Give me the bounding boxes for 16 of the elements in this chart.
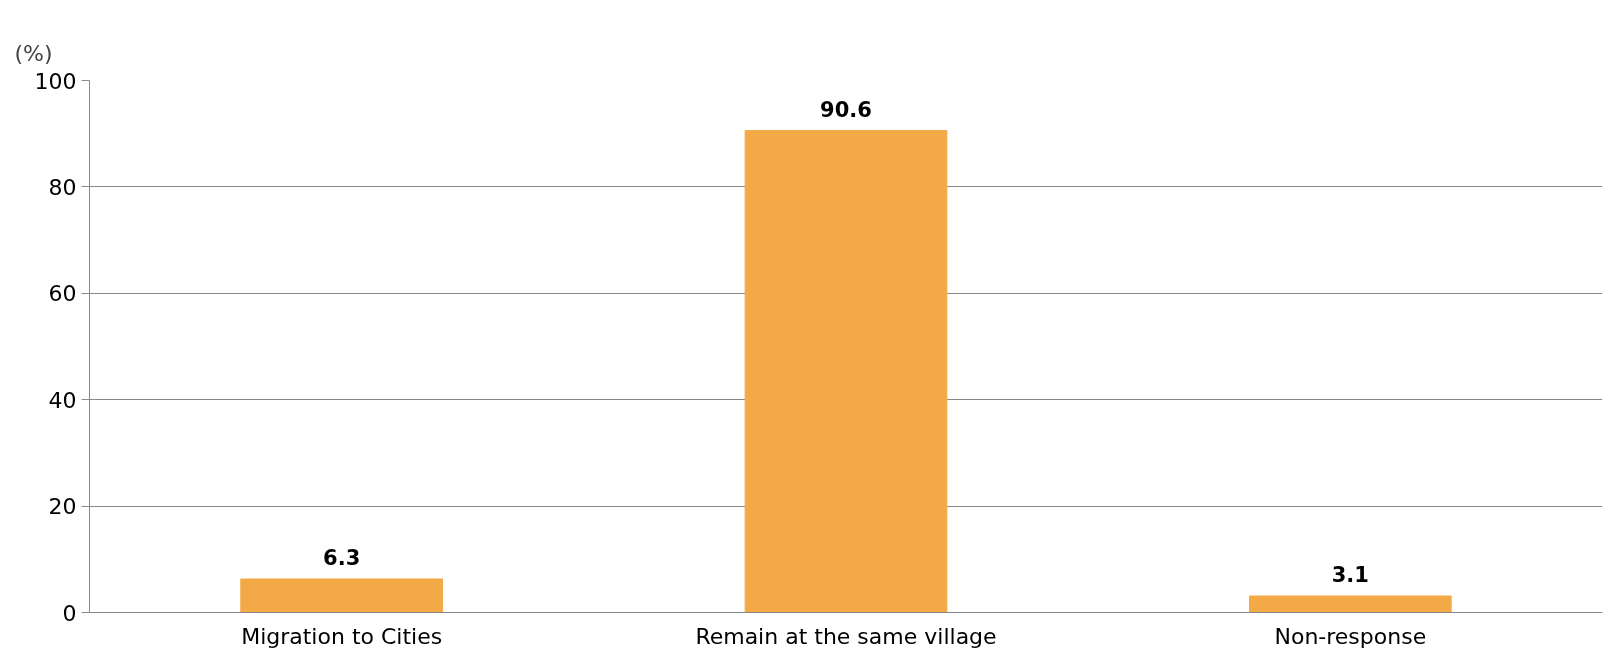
y-tick-label: 60 <box>48 281 77 307</box>
y-tick-label: 0 <box>62 600 77 626</box>
bar <box>744 130 948 613</box>
y-tick-label: 40 <box>48 387 77 413</box>
y-tick-label: 100 <box>34 68 77 94</box>
x-tick-label: Remain at the same village <box>695 623 997 649</box>
bar <box>1248 595 1452 613</box>
y-axis-title: (%) <box>14 40 53 66</box>
data-label: 3.1 <box>1331 563 1369 588</box>
y-tick-label: 80 <box>48 174 77 200</box>
data-label: 6.3 <box>323 545 361 570</box>
data-label: 90.6 <box>820 97 872 122</box>
x-tick-label: Non-response <box>1274 623 1427 649</box>
x-tick-label: Migration to Cities <box>241 623 443 649</box>
bar <box>240 578 444 613</box>
y-tick-label: 20 <box>48 494 77 520</box>
